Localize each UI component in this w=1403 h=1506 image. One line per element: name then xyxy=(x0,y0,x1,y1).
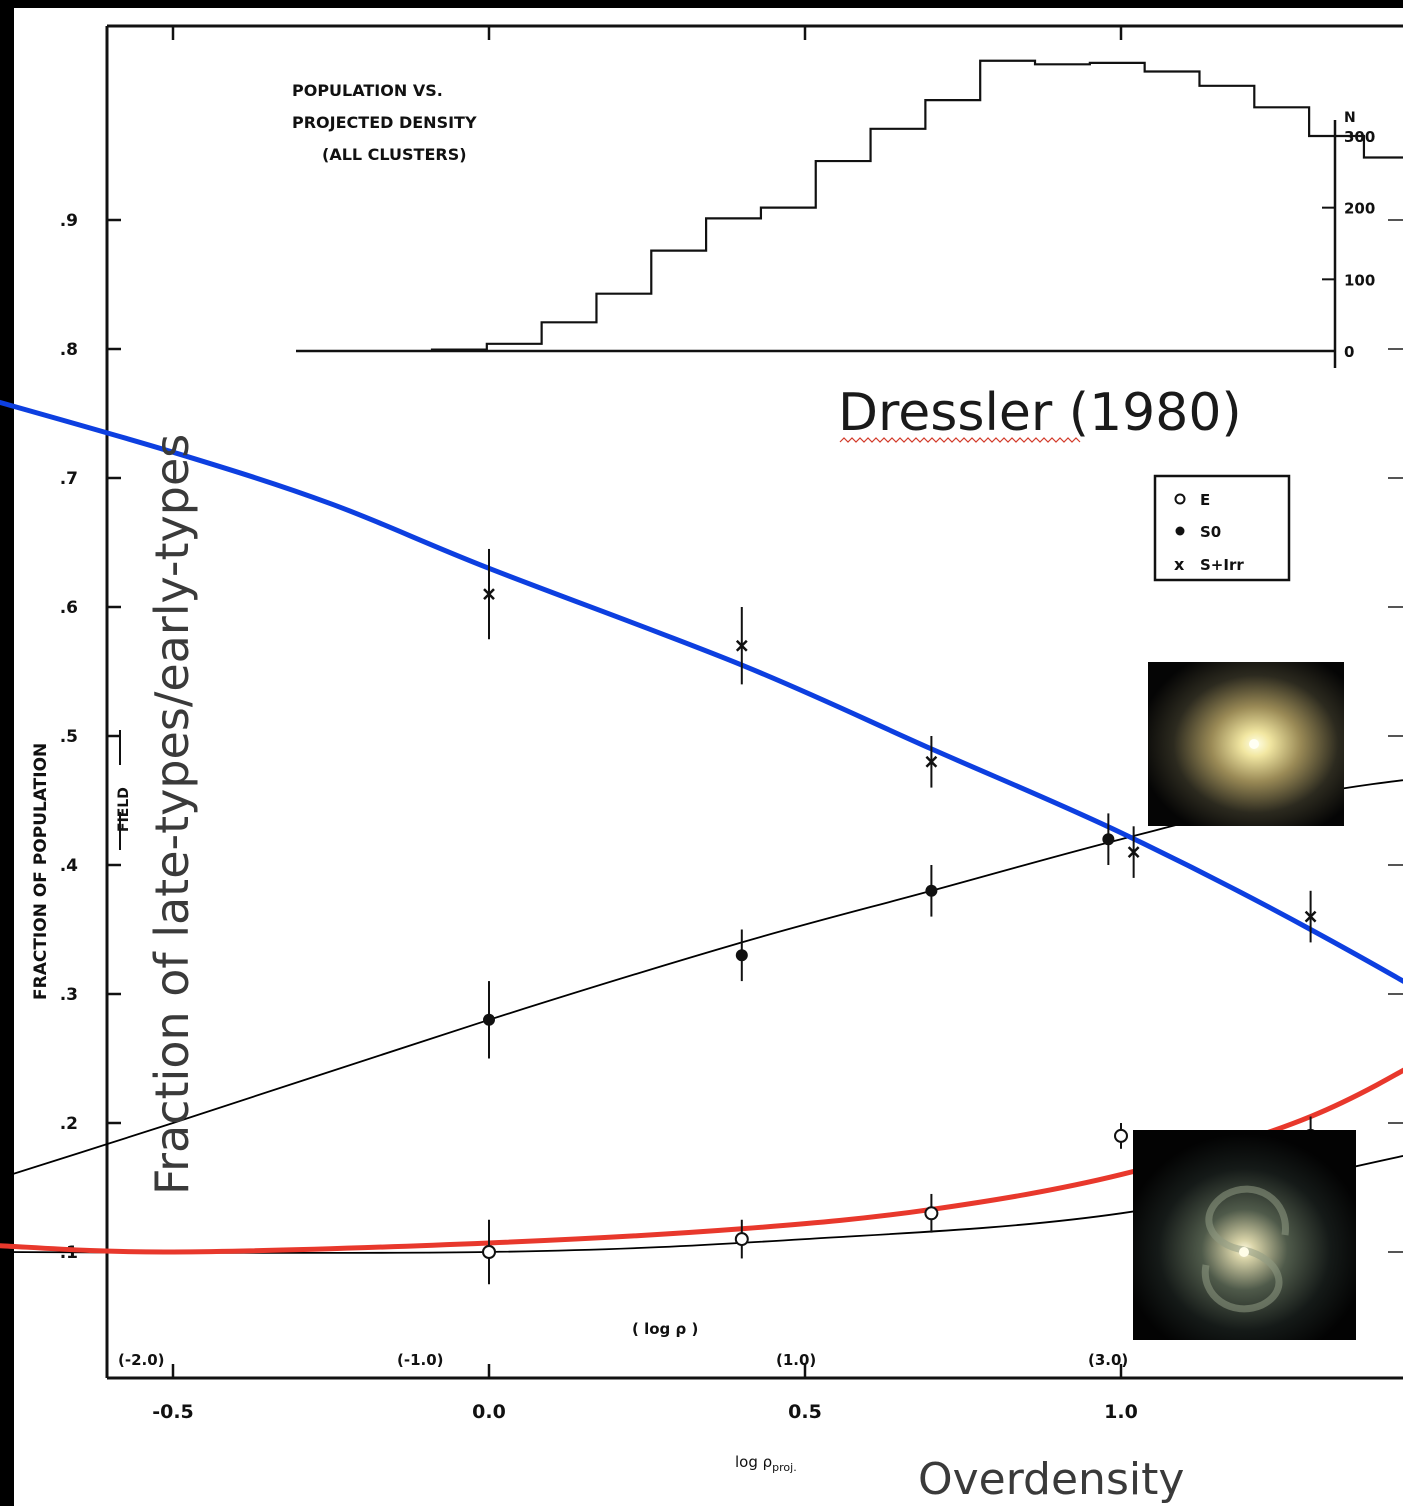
inset-y-tick-label: 100 xyxy=(1344,271,1375,289)
y-tick-label: .6 xyxy=(60,598,78,618)
point-sirr xyxy=(483,548,495,640)
point-s0 xyxy=(1102,813,1115,865)
x-tick-label: -0.5 xyxy=(152,1401,194,1423)
y-tick-label: .9 xyxy=(60,211,78,231)
point-e xyxy=(482,1219,496,1285)
inset-y-tick-label: 200 xyxy=(1344,200,1375,218)
legend-marker-sirr: x xyxy=(1174,555,1185,574)
chart-title: Dressler (1980) xyxy=(838,383,1242,443)
inset-title-line-2: PROJECTED DENSITY xyxy=(292,113,477,132)
x-axis-label-sub: proj. xyxy=(772,1461,797,1474)
x-axis-label-main: log ρ xyxy=(735,1453,772,1471)
secondary-tick-minus-1: (-1.0) xyxy=(397,1351,444,1369)
title-underline-squiggle xyxy=(839,437,1081,443)
point-s0 xyxy=(483,981,495,1059)
y-tick-label: .8 xyxy=(60,340,78,360)
point-e xyxy=(1114,1123,1128,1149)
early-type-overlay-curve xyxy=(0,1067,1403,1255)
inset-title-line-1: POPULATION VS. xyxy=(292,81,443,100)
y-tick-label: .4 xyxy=(60,856,78,876)
E-fit-curve xyxy=(0,1155,1403,1254)
inset-n-label: N xyxy=(1344,110,1356,126)
point-sirr xyxy=(735,607,748,685)
secondary-tick-1: (1.0) xyxy=(776,1351,816,1369)
secondary-axis-label: ( log ρ ) xyxy=(632,1320,698,1338)
elliptical-galaxy-thumbnail xyxy=(1148,662,1344,826)
legend-marker-e xyxy=(1174,493,1186,505)
x-axis-overlay-label: Overdensity xyxy=(918,1454,1184,1505)
spiral-galaxy-thumbnail xyxy=(1133,1130,1356,1340)
y-tick-label: .5 xyxy=(60,727,78,747)
legend-label-e: E xyxy=(1200,491,1210,509)
inset-y-tick-label: 0 xyxy=(1344,343,1354,361)
y-tick-label: .7 xyxy=(60,469,78,489)
y-axis-overlay-label: Fraction of late-types/early-types xyxy=(145,434,199,1195)
field-label: FIELD xyxy=(116,787,132,832)
y-tick-label: .3 xyxy=(60,985,78,1005)
inset-y-tick-label: 300 xyxy=(1344,128,1375,146)
inset-title-line-3: (ALL CLUSTERS) xyxy=(322,145,467,164)
legend-label-sirr: S+Irr xyxy=(1200,556,1244,574)
y-tick-label: .2 xyxy=(60,1114,78,1134)
x-tick-label: 0.5 xyxy=(788,1401,822,1423)
x-axis-ticks: -1.0-0.50.00.51.01.52.0 xyxy=(152,26,1138,1423)
secondary-tick-3: (3.0) xyxy=(1088,1351,1128,1369)
x-tick-label: 1.0 xyxy=(1104,1401,1138,1423)
secondary-tick-minus-2: (-2.0) xyxy=(118,1351,165,1369)
legend-marker-s0 xyxy=(1175,526,1185,536)
x-axis-label: log ρproj. xyxy=(735,1453,797,1474)
plot-frame xyxy=(105,24,1403,1380)
legend: E S0 x S+Irr xyxy=(1153,474,1291,582)
y-axis-label: FRACTION OF POPULATION xyxy=(31,743,51,1000)
point-sirr xyxy=(925,736,938,788)
histogram-outline xyxy=(430,59,1403,351)
point-sirr xyxy=(1304,890,1317,943)
inset-histogram: 0 100 200 300 xyxy=(296,59,1403,368)
x-tick-label: 0.0 xyxy=(472,1401,506,1423)
point-e xyxy=(734,1219,749,1259)
point-s0 xyxy=(925,865,938,917)
legend-label-s0: S0 xyxy=(1200,523,1221,541)
point-sirr xyxy=(1127,826,1140,878)
point-s0 xyxy=(735,929,748,982)
S0-fit-curve xyxy=(0,779,1403,1180)
point-e xyxy=(924,1193,939,1233)
